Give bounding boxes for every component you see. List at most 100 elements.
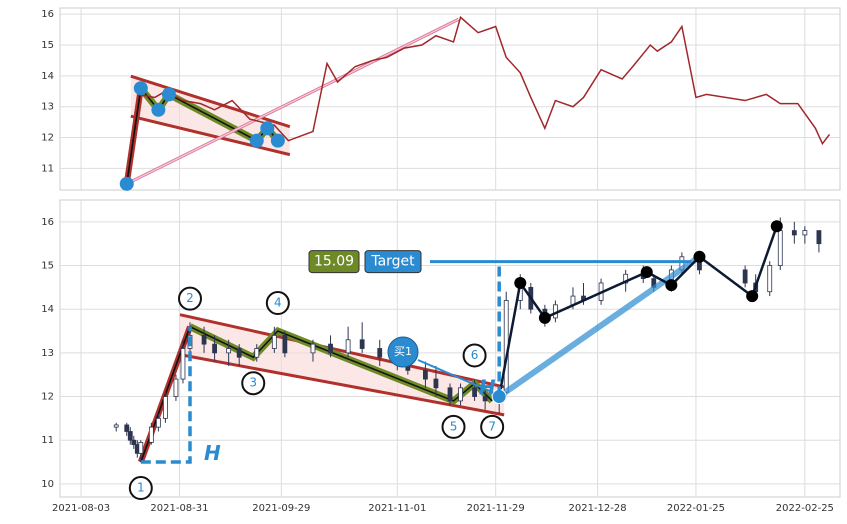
y-tick-label: 13 [41,348,54,359]
y-tick-label: 16 [41,217,54,228]
candle-body [623,273,629,284]
x-tick-label: 2021-12-28 [569,503,627,514]
y-tick-label: 10 [41,479,54,490]
x-tick-label: 2022-02-25 [776,503,834,514]
x-tick-label: 2022-01-25 [667,503,725,514]
trend-arrow-core [126,18,459,185]
candle-body [173,378,179,397]
candle-body [472,387,477,397]
pattern-label-ring [462,343,487,368]
candle-body [138,442,144,454]
candle-body [254,348,260,358]
y-tick-label: 11 [41,163,54,174]
candle-body [816,230,822,245]
target-value-box [308,250,360,274]
pattern-point [270,133,285,148]
candle-body [447,387,453,402]
candle-body [271,334,277,349]
height-label: H [479,376,496,400]
y-tick-label: 11 [41,435,54,446]
breakout-line [497,225,778,397]
pattern-label: 1 [137,481,145,495]
target-label: Target [370,254,415,270]
candle-body [155,417,161,428]
candle-body [226,348,232,354]
y-tick-label: 16 [41,9,54,20]
height-label: H [204,441,221,465]
pattern-label-ring [241,371,266,396]
x-tick-label: 2021-11-29 [467,503,525,514]
candle-body [201,334,207,345]
candle-body [482,396,488,402]
pattern-label: 4 [274,296,282,310]
pattern-point [133,81,148,96]
candle-body [328,343,333,354]
candle-body [163,396,168,419]
buy-arrow [417,359,494,394]
pattern-label-ring [480,414,505,439]
pattern-point [260,121,275,136]
pattern-label-ring [265,291,290,316]
buy-label: 买1 [394,345,412,358]
candle-body [212,343,217,354]
channel-line [130,114,291,157]
breakout-point [746,290,759,303]
pattern-label: 7 [488,419,496,433]
pattern-point [161,87,176,102]
candle-body [124,424,130,432]
candle-body [127,431,133,441]
breakout-point [665,279,678,292]
x-tick-label: 2021-09-29 [252,503,310,514]
y-tick-label: 14 [41,304,54,315]
channel-line [130,74,291,129]
breakout-trend [497,254,702,400]
pattern-point [151,102,166,117]
candle-body [131,439,137,445]
candle-body [423,369,428,380]
y-tick-label: 12 [41,133,54,144]
breakout-point [770,220,783,233]
candle-body [310,343,316,354]
breakout-point [693,250,706,263]
candle-body [742,269,748,284]
candle-body [433,378,439,389]
x-tick-label: 2021-08-31 [150,503,208,514]
x-tick-label: 2021-08-03 [52,503,110,514]
pattern-point [249,133,264,148]
buy-badge [387,336,419,368]
pattern-label: 6 [471,348,479,362]
y-tick-label: 15 [41,261,54,272]
price-line [137,15,831,146]
breakout-point [538,311,551,324]
pattern-label: 3 [249,376,257,390]
candle-body [802,230,808,236]
x-tick-label: 2021-11-01 [368,503,426,514]
y-tick-label: 15 [41,40,54,51]
candle-body [236,348,242,358]
candle-body [282,334,288,354]
candle-body [458,387,463,402]
pattern-point [119,176,134,191]
breakout-point [514,276,527,289]
candle-body [791,230,797,236]
pattern-label: 5 [450,419,458,433]
y-tick-label: 12 [41,392,54,403]
candle-body [345,339,351,354]
plot-area [59,199,841,498]
candle-body [767,265,773,293]
candle-body [180,348,186,380]
candle-body [148,426,154,443]
target-value: 15.09 [314,254,354,270]
pattern-label-ring [441,414,466,439]
pattern-label-ring [128,476,153,501]
candle-body [377,348,383,358]
height-measure [140,326,192,464]
pattern-label: 2 [186,291,194,305]
y-tick-label: 14 [41,71,54,82]
candle-body [359,339,365,349]
y-tick-label: 13 [41,102,54,113]
candle-body [777,230,783,266]
target-box [364,250,422,274]
candle-body [113,424,119,428]
